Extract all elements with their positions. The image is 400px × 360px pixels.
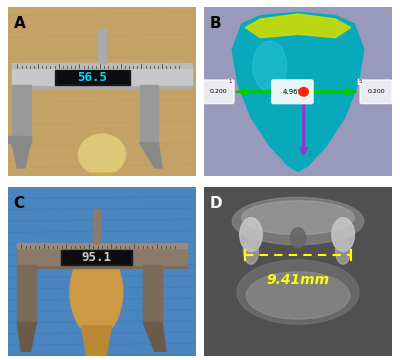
Bar bbox=[93, 209, 100, 243]
Bar bbox=[61, 250, 132, 265]
Polygon shape bbox=[18, 323, 36, 351]
Bar bbox=[18, 248, 187, 265]
Polygon shape bbox=[12, 143, 30, 168]
Bar bbox=[6, 136, 30, 143]
Text: Z: Z bbox=[307, 151, 312, 157]
Text: 95.1: 95.1 bbox=[81, 251, 111, 264]
Ellipse shape bbox=[232, 197, 364, 245]
Bar bbox=[18, 245, 187, 269]
Ellipse shape bbox=[70, 248, 123, 336]
Polygon shape bbox=[245, 14, 351, 38]
Text: 9.41mm: 9.41mm bbox=[266, 273, 330, 287]
FancyBboxPatch shape bbox=[202, 80, 234, 104]
Text: 1: 1 bbox=[228, 79, 232, 84]
Ellipse shape bbox=[290, 228, 306, 248]
Ellipse shape bbox=[253, 41, 287, 92]
FancyBboxPatch shape bbox=[272, 80, 313, 104]
Ellipse shape bbox=[244, 239, 258, 264]
Ellipse shape bbox=[240, 218, 262, 252]
Bar bbox=[12, 68, 192, 85]
Text: D: D bbox=[210, 196, 222, 211]
Bar bbox=[12, 85, 30, 143]
Text: 4.969: 4.969 bbox=[282, 89, 302, 95]
Text: 56.5: 56.5 bbox=[78, 71, 108, 84]
Bar bbox=[143, 265, 162, 323]
Text: 0.200: 0.200 bbox=[367, 89, 385, 94]
Text: A: A bbox=[14, 15, 25, 31]
Bar bbox=[140, 85, 158, 143]
Bar bbox=[18, 243, 187, 248]
Polygon shape bbox=[143, 323, 166, 351]
Ellipse shape bbox=[242, 201, 354, 235]
FancyBboxPatch shape bbox=[360, 80, 392, 104]
Bar bbox=[18, 265, 36, 323]
Bar bbox=[12, 63, 192, 68]
Bar bbox=[57, 72, 128, 83]
Bar bbox=[98, 29, 106, 63]
Text: B: B bbox=[210, 15, 221, 31]
Polygon shape bbox=[91, 173, 113, 178]
Ellipse shape bbox=[336, 239, 351, 264]
Text: C: C bbox=[14, 196, 25, 211]
Text: 0.200: 0.200 bbox=[209, 89, 227, 94]
Ellipse shape bbox=[246, 272, 350, 319]
Polygon shape bbox=[140, 143, 162, 168]
Text: 5: 5 bbox=[358, 79, 362, 84]
Ellipse shape bbox=[299, 87, 308, 96]
Ellipse shape bbox=[78, 134, 126, 175]
Ellipse shape bbox=[332, 218, 354, 252]
Polygon shape bbox=[81, 326, 111, 358]
Polygon shape bbox=[232, 12, 364, 171]
Ellipse shape bbox=[237, 260, 359, 324]
Bar bbox=[12, 65, 192, 89]
Bar bbox=[62, 252, 130, 264]
Bar bbox=[55, 70, 130, 85]
